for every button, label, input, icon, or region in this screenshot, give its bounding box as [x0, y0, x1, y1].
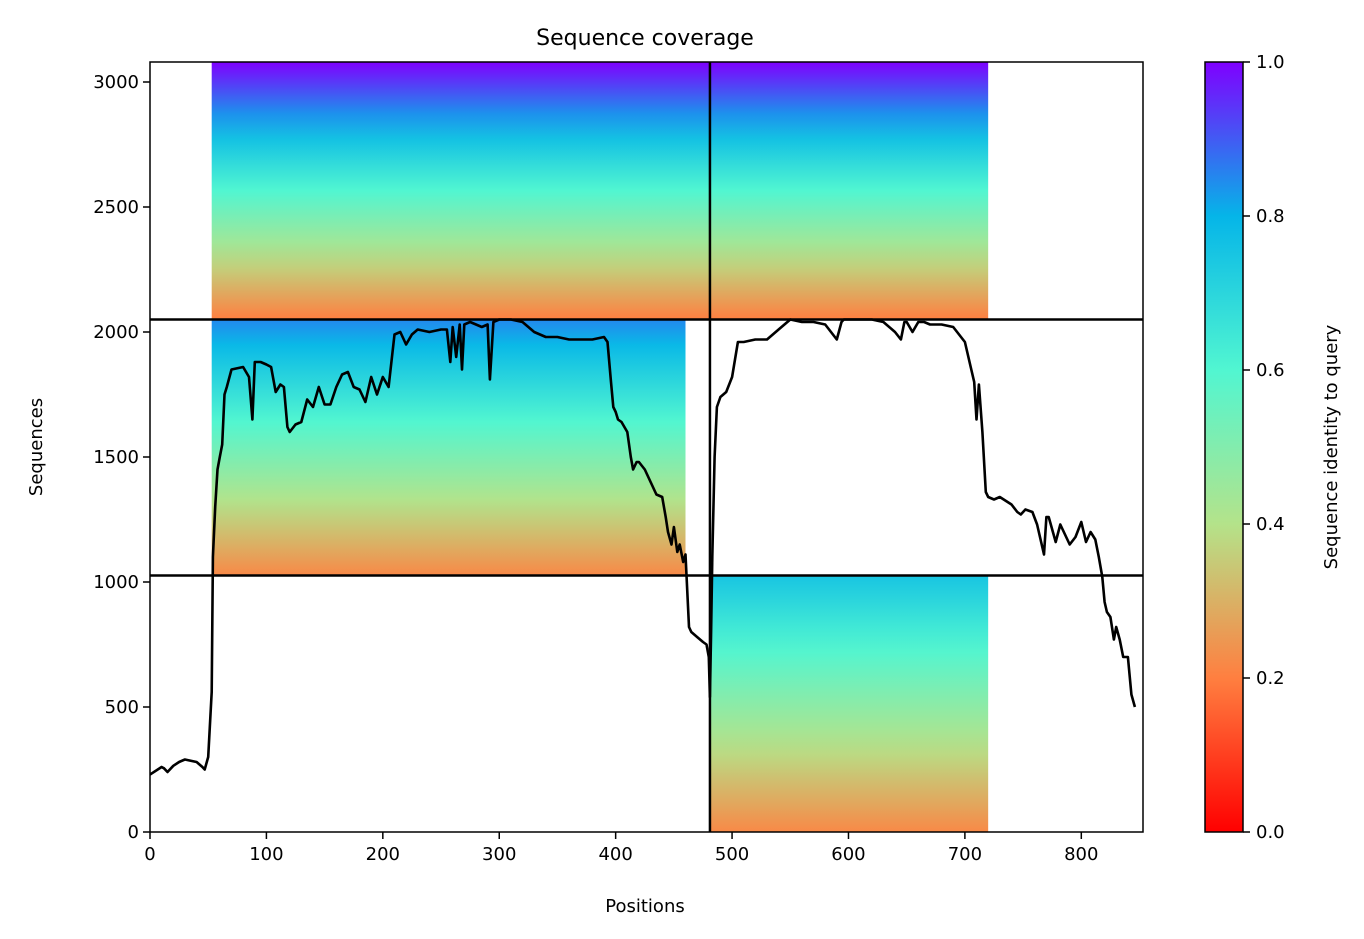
y-tick-label: 500 — [105, 697, 139, 718]
coverage-line — [150, 318, 1137, 776]
chart-title: Sequence coverage — [536, 26, 754, 51]
y-axis-ticks: 0 500 1000 1500 2000 2500 3000 — [93, 72, 150, 843]
heatmap-fill — [211, 62, 710, 320]
colorbar-tick-label: 0.4 — [1256, 514, 1285, 535]
y-tick-label: 1000 — [93, 572, 139, 593]
y-tick-label: 0 — [128, 822, 139, 843]
y-axis-label: Sequences — [26, 398, 47, 496]
colorbar-ticks: 0.0 0.2 0.4 0.6 0.8 1.0 — [1243, 52, 1285, 843]
heatmap-block-chain-1-paired — [211, 319, 686, 576]
y-tick-label: 3000 — [93, 72, 139, 93]
heatmap-block-chain-1-alone — [211, 62, 710, 320]
heatmap-block-chain-2-alone-top — [709, 62, 989, 320]
x-tick-label: 300 — [482, 844, 516, 865]
x-axis-ticks: 0 100 200 300 400 500 600 700 800 — [144, 832, 1098, 865]
x-tick-label: 400 — [598, 844, 632, 865]
y-tick-label: 1500 — [93, 447, 139, 468]
x-tick-label: 500 — [715, 844, 749, 865]
colorbar-tick-label: 0.8 — [1256, 206, 1285, 227]
heatmap-fill — [709, 575, 989, 832]
x-tick-label: 800 — [1064, 844, 1098, 865]
x-tick-label: 100 — [249, 844, 283, 865]
x-axis-label: Positions — [605, 896, 684, 917]
heatmap-fill — [709, 62, 989, 320]
x-tick-label: 600 — [831, 844, 865, 865]
x-tick-label: 700 — [948, 844, 982, 865]
colorbar-tick-label: 1.0 — [1256, 52, 1285, 73]
plot-frame — [149, 61, 1144, 833]
y-tick-label: 2500 — [93, 197, 139, 218]
colorbar-label: Sequence identity to query — [1321, 324, 1342, 569]
colorbar-tick-label: 0.0 — [1256, 822, 1285, 843]
coverage-line-group — [150, 318, 1137, 776]
x-tick-label: 200 — [366, 844, 400, 865]
heatmap-block-chain-2-alone-bottom — [709, 575, 989, 832]
y-tick-label: 2000 — [93, 322, 139, 343]
colorbar-tick-label: 0.2 — [1256, 668, 1285, 689]
colorbar — [1204, 61, 1244, 833]
coverage-heatmap — [211, 62, 989, 832]
heatmap-fill — [211, 319, 686, 576]
chain-boundaries — [150, 62, 1143, 832]
x-tick-label: 0 — [144, 844, 155, 865]
colorbar-tick-label: 0.6 — [1256, 360, 1285, 381]
